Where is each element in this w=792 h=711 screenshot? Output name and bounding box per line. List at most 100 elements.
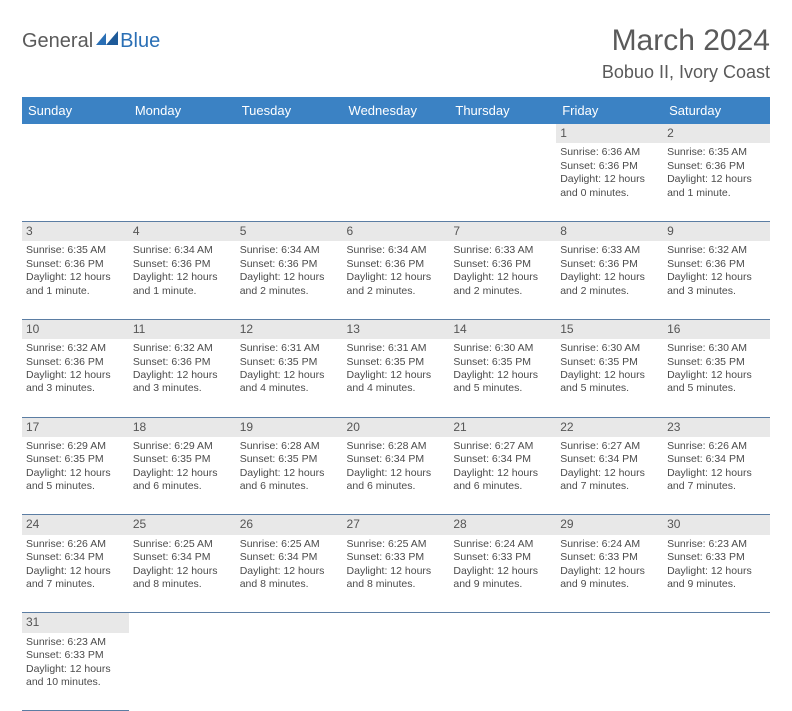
sunrise-text: Sunrise: 6:23 AM <box>26 636 125 649</box>
daylight-text: and 8 minutes. <box>240 578 339 591</box>
daylight-text: and 6 minutes. <box>453 480 552 493</box>
daylight-text: and 7 minutes. <box>560 480 659 493</box>
day-number-cell <box>449 124 556 143</box>
day-detail-cell: Sunrise: 6:35 AMSunset: 6:36 PMDaylight:… <box>22 241 129 319</box>
day-detail-cell <box>449 143 556 221</box>
sunrise-text: Sunrise: 6:30 AM <box>560 342 659 355</box>
daylight-text: and 1 minute. <box>133 285 232 298</box>
sunrise-text: Sunrise: 6:25 AM <box>347 538 446 551</box>
sunrise-text: Sunrise: 6:30 AM <box>667 342 766 355</box>
daylight-text: and 5 minutes. <box>453 382 552 395</box>
day-number-cell <box>449 613 556 633</box>
sunrise-text: Sunrise: 6:29 AM <box>133 440 232 453</box>
sunrise-text: Sunrise: 6:25 AM <box>133 538 232 551</box>
day-detail-cell: Sunrise: 6:33 AMSunset: 6:36 PMDaylight:… <box>556 241 663 319</box>
day-number-cell: 2 <box>663 124 770 143</box>
daylight-text: and 7 minutes. <box>667 480 766 493</box>
daylight-text: Daylight: 12 hours <box>560 467 659 480</box>
day-detail-cell <box>663 633 770 711</box>
logo: General Blue <box>22 30 160 53</box>
day-detail-cell: Sunrise: 6:25 AMSunset: 6:33 PMDaylight:… <box>343 535 450 613</box>
sunrise-text: Sunrise: 6:24 AM <box>453 538 552 551</box>
weekday-header: Tuesday <box>236 97 343 124</box>
sunset-text: Sunset: 6:33 PM <box>26 649 125 662</box>
day-number-cell <box>556 613 663 633</box>
daylight-text: Daylight: 12 hours <box>347 467 446 480</box>
day-detail-row: Sunrise: 6:35 AMSunset: 6:36 PMDaylight:… <box>22 241 770 319</box>
day-detail-cell: Sunrise: 6:32 AMSunset: 6:36 PMDaylight:… <box>129 339 236 417</box>
sunrise-text: Sunrise: 6:23 AM <box>667 538 766 551</box>
day-number-cell: 8 <box>556 221 663 241</box>
day-number-cell: 30 <box>663 515 770 535</box>
day-detail-cell <box>236 143 343 221</box>
daynum-row: 3456789 <box>22 221 770 241</box>
daylight-text: Daylight: 12 hours <box>26 369 125 382</box>
daylight-text: and 5 minutes. <box>26 480 125 493</box>
day-detail-cell <box>236 633 343 711</box>
daynum-row: 12 <box>22 124 770 143</box>
sunset-text: Sunset: 6:36 PM <box>667 258 766 271</box>
daylight-text: Daylight: 12 hours <box>453 271 552 284</box>
day-number-cell: 16 <box>663 319 770 339</box>
sunset-text: Sunset: 6:34 PM <box>240 551 339 564</box>
day-detail-cell: Sunrise: 6:33 AMSunset: 6:36 PMDaylight:… <box>449 241 556 319</box>
day-detail-cell <box>22 143 129 221</box>
weekday-header: Friday <box>556 97 663 124</box>
daylight-text: Daylight: 12 hours <box>453 565 552 578</box>
daylight-text: and 8 minutes. <box>347 578 446 591</box>
daylight-text: Daylight: 12 hours <box>240 369 339 382</box>
day-detail-cell: Sunrise: 6:27 AMSunset: 6:34 PMDaylight:… <box>556 437 663 515</box>
sunset-text: Sunset: 6:36 PM <box>347 258 446 271</box>
sunrise-text: Sunrise: 6:33 AM <box>453 244 552 257</box>
day-detail-cell: Sunrise: 6:26 AMSunset: 6:34 PMDaylight:… <box>663 437 770 515</box>
daylight-text: Daylight: 12 hours <box>347 565 446 578</box>
day-number-cell <box>129 124 236 143</box>
sunset-text: Sunset: 6:36 PM <box>560 258 659 271</box>
sunset-text: Sunset: 6:36 PM <box>26 356 125 369</box>
sunrise-text: Sunrise: 6:32 AM <box>133 342 232 355</box>
sunset-text: Sunset: 6:35 PM <box>133 453 232 466</box>
day-number-cell: 7 <box>449 221 556 241</box>
daylight-text: Daylight: 12 hours <box>26 565 125 578</box>
sunrise-text: Sunrise: 6:34 AM <box>347 244 446 257</box>
sunset-text: Sunset: 6:36 PM <box>133 356 232 369</box>
daylight-text: Daylight: 12 hours <box>667 467 766 480</box>
day-number-cell <box>22 124 129 143</box>
flag-icon <box>96 31 118 52</box>
daylight-text: and 3 minutes. <box>667 285 766 298</box>
sunrise-text: Sunrise: 6:33 AM <box>560 244 659 257</box>
daynum-row: 10111213141516 <box>22 319 770 339</box>
day-detail-cell: Sunrise: 6:31 AMSunset: 6:35 PMDaylight:… <box>236 339 343 417</box>
day-number-cell: 26 <box>236 515 343 535</box>
sunset-text: Sunset: 6:34 PM <box>667 453 766 466</box>
sunrise-text: Sunrise: 6:34 AM <box>240 244 339 257</box>
daylight-text: Daylight: 12 hours <box>560 173 659 186</box>
day-number-cell: 19 <box>236 417 343 437</box>
day-number-cell <box>129 613 236 633</box>
daylight-text: Daylight: 12 hours <box>133 565 232 578</box>
daylight-text: Daylight: 12 hours <box>133 271 232 284</box>
daylight-text: and 6 minutes. <box>240 480 339 493</box>
day-detail-cell: Sunrise: 6:25 AMSunset: 6:34 PMDaylight:… <box>236 535 343 613</box>
day-detail-cell: Sunrise: 6:24 AMSunset: 6:33 PMDaylight:… <box>556 535 663 613</box>
day-number-cell: 27 <box>343 515 450 535</box>
daylight-text: Daylight: 12 hours <box>133 369 232 382</box>
day-number-cell: 23 <box>663 417 770 437</box>
day-detail-cell <box>343 633 450 711</box>
sunset-text: Sunset: 6:36 PM <box>453 258 552 271</box>
daylight-text: Daylight: 12 hours <box>560 565 659 578</box>
daylight-text: and 6 minutes. <box>133 480 232 493</box>
day-number-cell <box>343 124 450 143</box>
day-detail-cell: Sunrise: 6:28 AMSunset: 6:35 PMDaylight:… <box>236 437 343 515</box>
day-detail-row: Sunrise: 6:29 AMSunset: 6:35 PM Daylight:… <box>22 437 770 515</box>
day-detail-row: Sunrise: 6:23 AMSunset: 6:33 PMDaylight:… <box>22 633 770 711</box>
day-detail-cell: Sunrise: 6:34 AMSunset: 6:36 PMDaylight:… <box>236 241 343 319</box>
day-number-cell: 14 <box>449 319 556 339</box>
daylight-text: and 9 minutes. <box>560 578 659 591</box>
daylight-text: Daylight: 12 hours <box>26 271 125 284</box>
sunset-text: Sunset: 6:33 PM <box>667 551 766 564</box>
sunset-text: Sunset: 6:35 PM <box>240 356 339 369</box>
day-number-cell: 29 <box>556 515 663 535</box>
daynum-row: 24252627282930 <box>22 515 770 535</box>
sunrise-text: Sunrise: 6:32 AM <box>26 342 125 355</box>
